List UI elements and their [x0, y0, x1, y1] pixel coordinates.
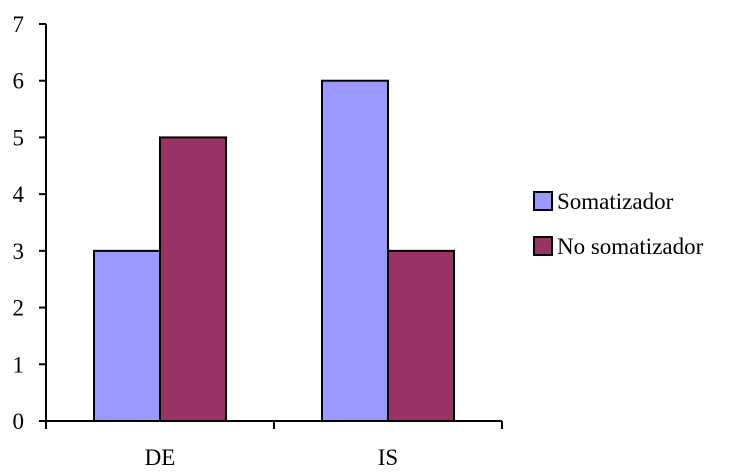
bar-is-series-1 — [321, 79, 389, 422]
legend-swatch-series-2 — [533, 236, 553, 256]
axes-group: 0 1 2 3 4 5 6 7 DE IS — [13, 12, 503, 470]
y-tick-label-4: 4 — [13, 182, 25, 207]
bar-de-series-2 — [159, 136, 227, 423]
bar-is-series-2 — [387, 249, 455, 422]
legend: Somatizador No somatizador — [533, 189, 704, 259]
y-tick-label-5: 5 — [13, 125, 25, 150]
legend-label-series-2: No somatizador — [557, 234, 704, 259]
x-tick-label-is: IS — [378, 445, 398, 470]
legend-label-series-1: Somatizador — [557, 189, 674, 214]
bars-group — [93, 79, 455, 423]
bar-de-series-1 — [93, 249, 161, 422]
x-tick-label-de: DE — [145, 445, 176, 470]
y-tick-label-1: 1 — [13, 352, 25, 377]
y-tick-label-3: 3 — [13, 239, 25, 264]
y-tick-label-2: 2 — [13, 296, 25, 321]
y-tick-label-6: 6 — [13, 69, 25, 94]
y-tick-label-7: 7 — [13, 12, 25, 37]
legend-swatch-series-1 — [533, 191, 553, 211]
y-tick-label-0: 0 — [13, 409, 25, 434]
